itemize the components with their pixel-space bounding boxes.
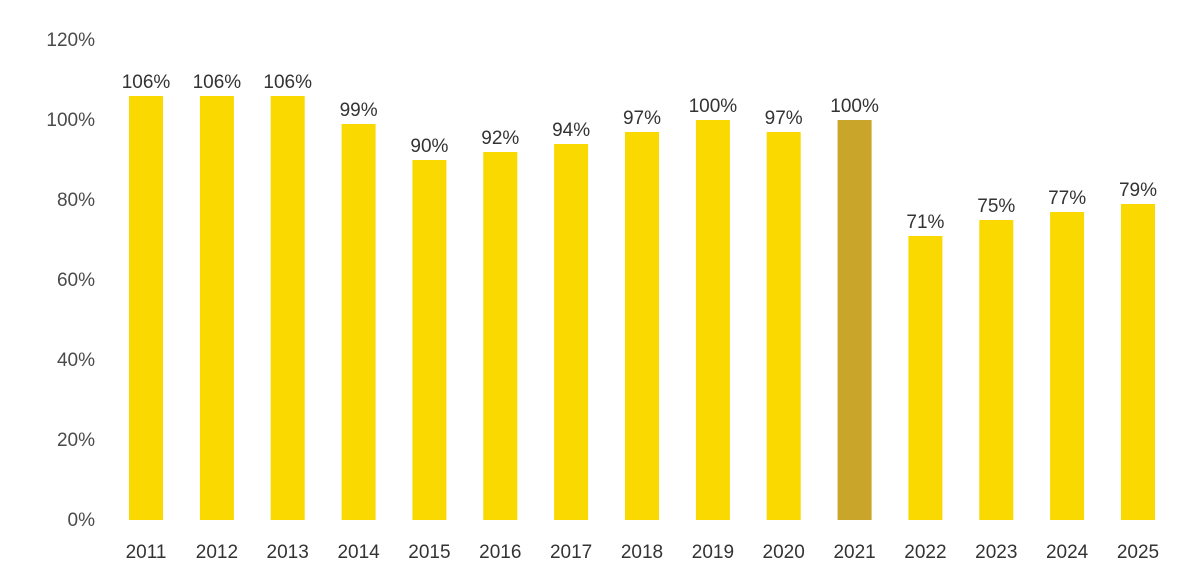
x-tick-label-2016: 2016	[479, 542, 521, 563]
bar-2024	[1050, 212, 1085, 520]
data-label-2025: 79%	[1119, 180, 1157, 201]
bar-2014	[341, 124, 376, 520]
bars-group	[129, 96, 1155, 520]
bar-2019	[695, 120, 730, 520]
bar-2016	[483, 152, 518, 520]
bar-2013	[270, 96, 305, 520]
bar-2011	[129, 96, 163, 520]
bar-2012	[199, 96, 234, 520]
y-tick-label: 60%	[57, 270, 95, 291]
bar-2020	[766, 132, 801, 520]
data-label-2022: 71%	[906, 212, 944, 233]
bar-2022	[908, 236, 943, 520]
bar-2017	[554, 144, 589, 520]
data-label-2017: 94%	[552, 120, 590, 141]
bar-2025	[1121, 204, 1155, 520]
y-tick-label: 40%	[57, 350, 95, 371]
x-tick-label-2024: 2024	[1046, 542, 1089, 563]
data-label-2018: 97%	[623, 108, 661, 129]
x-tick-label-2011: 2011	[126, 542, 167, 563]
data-label-2016: 92%	[481, 128, 519, 149]
y-tick-label: 120%	[46, 30, 95, 51]
data-label-2023: 75%	[977, 196, 1015, 217]
data-label-2012: 106%	[193, 72, 242, 93]
data-label-2013: 106%	[263, 72, 312, 93]
data-label-2020: 97%	[765, 108, 803, 129]
x-tick-label-2014: 2014	[337, 542, 380, 563]
data-label-2011: 106%	[122, 72, 171, 93]
bar-2023	[979, 220, 1014, 520]
x-tick-label-2025: 2025	[1117, 542, 1159, 563]
y-axis: 0% 20% 40% 60% 80% 100% 120%	[46, 30, 95, 531]
data-label-2019: 100%	[689, 96, 738, 117]
bar-2018	[625, 132, 659, 520]
data-label-2015: 90%	[410, 136, 448, 157]
x-tick-label-2023: 2023	[975, 542, 1017, 563]
x-tick-label-2013: 2013	[267, 542, 309, 563]
x-tick-label-2012: 2012	[196, 542, 238, 563]
x-tick-label-2021: 2021	[833, 542, 875, 563]
y-tick-label: 100%	[46, 110, 95, 131]
data-label-2021: 100%	[830, 96, 879, 117]
y-tick-label: 80%	[57, 190, 95, 211]
x-tick-label-2020: 2020	[763, 542, 805, 563]
bar-2021	[837, 120, 872, 520]
data-labels-group: 106% 106% 106% 99% 90% 92% 94% 97% 100% 97% 100% 71…	[122, 72, 1157, 233]
x-tick-label-2019: 2019	[692, 542, 734, 563]
x-axis: 2011 2012 2013 2014 2015 2016 2017 2018 2019 2020…	[126, 542, 1160, 563]
data-label-2014: 99%	[340, 100, 378, 121]
data-label-2024: 77%	[1048, 188, 1086, 209]
x-tick-label-2015: 2015	[408, 542, 450, 563]
x-tick-label-2017: 2017	[550, 542, 592, 563]
y-tick-label: 20%	[57, 430, 95, 451]
bar-2015	[412, 160, 447, 520]
y-tick-label: 0%	[68, 510, 96, 531]
x-tick-label-2018: 2018	[621, 542, 663, 563]
x-tick-label-2022: 2022	[904, 542, 946, 563]
